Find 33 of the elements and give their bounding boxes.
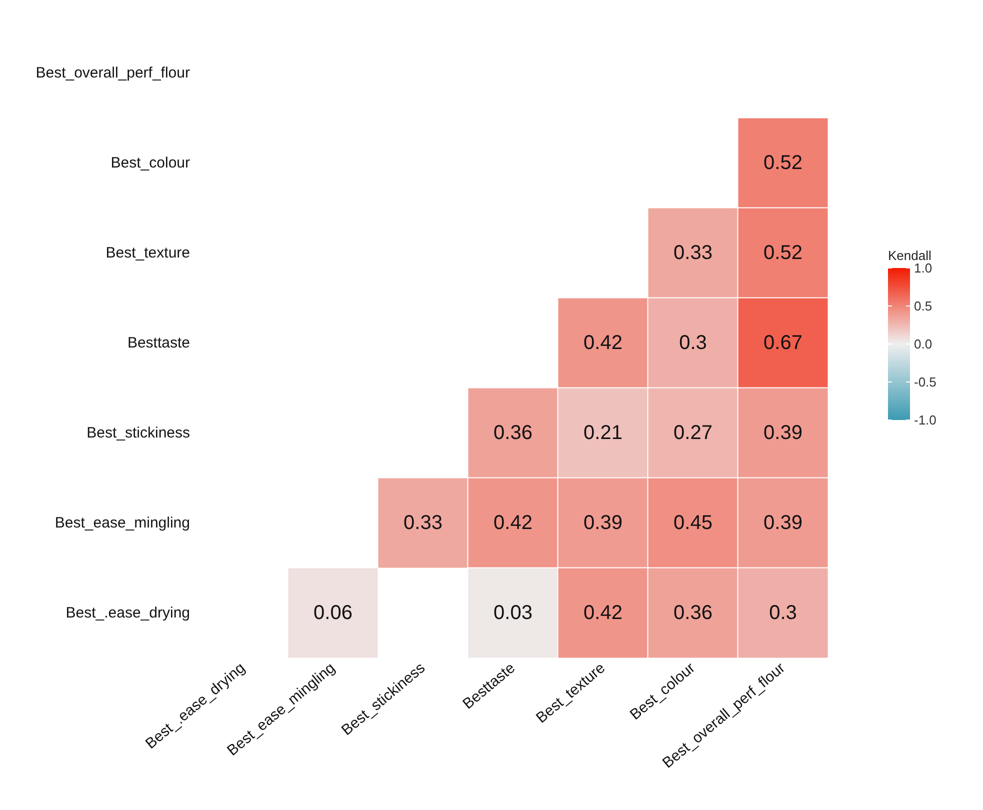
data-label: 0.3 [679,332,707,354]
color-bar-label: -1.0 [914,412,936,428]
y-tick-label: Best_texture [106,244,190,262]
data-label: 0.42 [584,332,622,354]
color-bar-label: 1.0 [914,260,932,276]
color-bar-label: 0.5 [914,298,932,314]
data-label: 0.33 [674,242,712,264]
data-label: 0.39 [584,512,622,534]
data-label: 0.39 [764,422,802,444]
data-label: 0.39 [764,512,802,534]
color-bar-label: -0.5 [914,374,936,390]
y-tick-label: Best_overall_perf_flour [36,64,190,82]
y-tick-label: Best_colour [110,154,190,172]
data-label: 0.03 [494,602,532,624]
data-label: 0.42 [584,602,622,624]
data-label: 0.52 [764,152,802,174]
data-label: 0.3 [769,602,797,624]
color-bar-label: 0.0 [914,336,932,352]
data-label: 0.67 [764,332,802,354]
data-label: 0.21 [584,422,622,444]
data-label: 0.36 [674,602,712,624]
data-label: 0.36 [494,422,532,444]
data-label: 0.33 [404,512,442,534]
data-label: 0.52 [764,242,802,264]
color-bar-title: Kendall [888,248,932,263]
data-label: 0.42 [494,512,532,534]
data-label: 0.06 [314,602,352,624]
y-tick-label: Best_.ease_drying [66,604,190,622]
y-tick-label: Besttaste [127,334,190,352]
y-tick-label: Best_stickiness [86,424,190,442]
data-label: 0.45 [674,512,712,534]
data-label: 0.27 [674,422,712,444]
y-tick-label: Best_ease_mingling [54,514,190,532]
